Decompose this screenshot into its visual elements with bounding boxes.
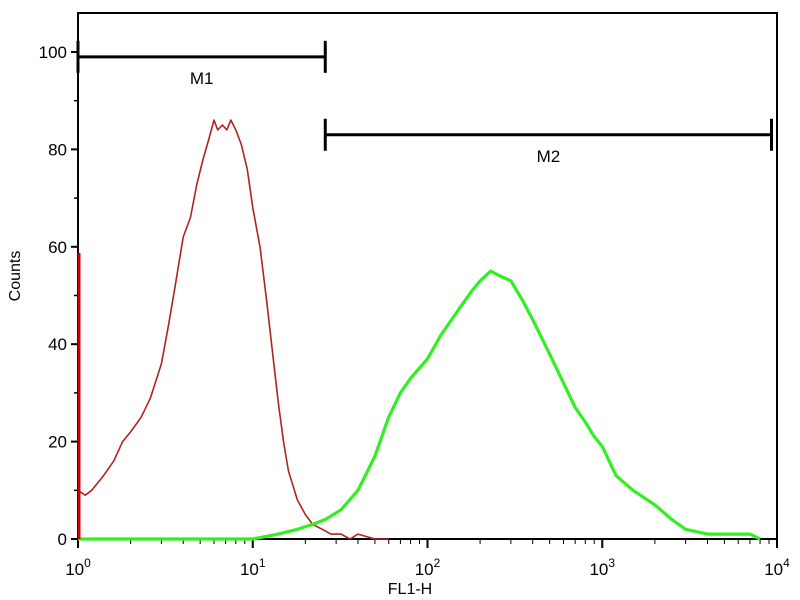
y-tick-label: 20 [48, 433, 67, 452]
y-axis-label: Counts [7, 251, 24, 302]
x-axis-label: FL1-H [388, 581, 432, 598]
series-line-1 [77, 119, 389, 540]
x-tick-label: 102 [415, 556, 441, 579]
x-tick-label: 100 [65, 556, 91, 579]
x-axis-ticks: 100 101 102 103 104 [65, 539, 790, 579]
marker-gates: M1 M2 [76, 40, 773, 166]
series-line-2 [78, 269, 761, 541]
y-tick-label: 0 [58, 530, 67, 549]
plot-frame [77, 12, 778, 540]
x-tick-label: 101 [240, 556, 266, 579]
x-tick-label: 104 [764, 556, 790, 579]
series-layer [77, 119, 761, 541]
marker-label: M2 [537, 147, 561, 166]
marker-label: M1 [190, 69, 214, 88]
y-axis-ticks: 0 20 40 60 80 100 [39, 43, 78, 549]
y-tick-label: 100 [39, 43, 67, 62]
y-tick-label: 40 [48, 335, 67, 354]
x-tick-label: 103 [589, 556, 615, 579]
y-tick-label: 60 [48, 238, 67, 257]
y-tick-label: 80 [48, 140, 67, 159]
